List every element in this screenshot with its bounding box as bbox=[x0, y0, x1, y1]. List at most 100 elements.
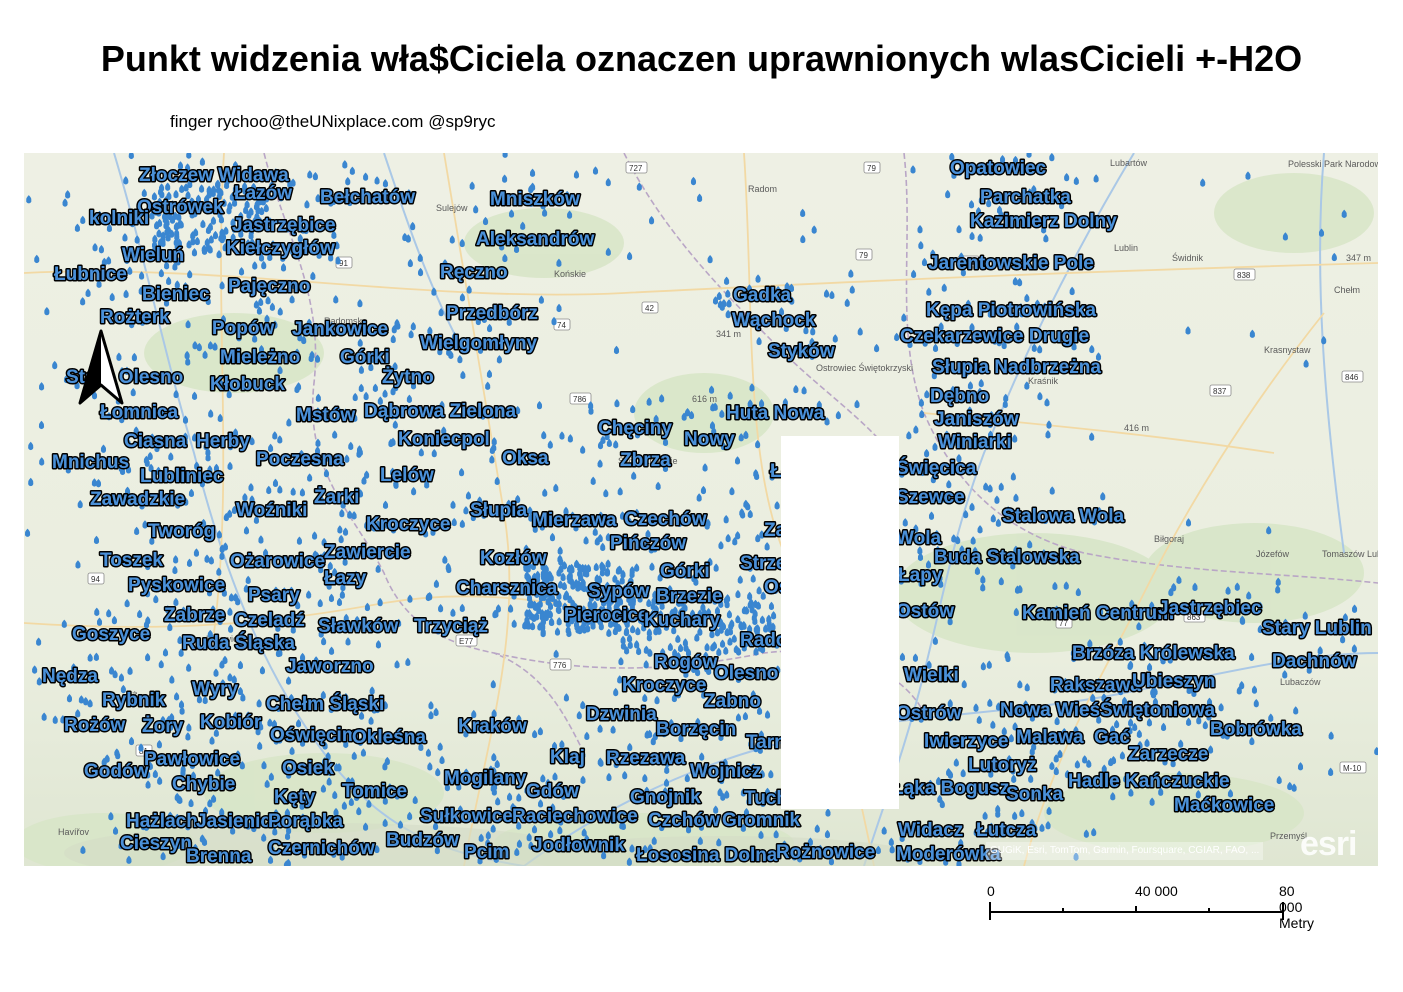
map-point[interactable] bbox=[642, 693, 648, 703]
map-point[interactable] bbox=[343, 739, 349, 748]
map-point[interactable] bbox=[447, 267, 453, 276]
map-point[interactable] bbox=[239, 761, 245, 770]
map-point[interactable] bbox=[668, 718, 674, 728]
map-point[interactable] bbox=[559, 739, 565, 749]
map-point[interactable] bbox=[369, 354, 376, 363]
map-point[interactable] bbox=[256, 699, 262, 708]
map-point[interactable] bbox=[755, 274, 761, 283]
map-point[interactable] bbox=[331, 230, 337, 239]
map-point[interactable] bbox=[280, 350, 286, 359]
map-point[interactable] bbox=[169, 675, 175, 684]
map-point[interactable] bbox=[748, 739, 754, 748]
map-point[interactable] bbox=[141, 188, 147, 198]
map-point[interactable] bbox=[706, 666, 712, 675]
map-point[interactable] bbox=[481, 314, 487, 324]
map-point[interactable] bbox=[849, 285, 855, 294]
map-point[interactable] bbox=[609, 752, 615, 761]
map-point[interactable] bbox=[485, 381, 491, 390]
map-point[interactable] bbox=[494, 476, 500, 486]
map-point[interactable] bbox=[683, 669, 689, 678]
map-point[interactable] bbox=[459, 519, 465, 528]
map-point[interactable] bbox=[231, 505, 238, 515]
map-point[interactable] bbox=[783, 323, 789, 333]
map-point[interactable] bbox=[390, 525, 397, 534]
map-point[interactable] bbox=[272, 320, 278, 329]
map-point[interactable] bbox=[249, 436, 255, 446]
map-point[interactable] bbox=[459, 603, 465, 613]
map-point[interactable] bbox=[606, 772, 612, 782]
map-point[interactable] bbox=[364, 520, 370, 530]
map-point[interactable] bbox=[382, 500, 389, 509]
map-point[interactable] bbox=[532, 729, 538, 739]
map-point[interactable] bbox=[196, 695, 203, 704]
map-point[interactable] bbox=[105, 256, 112, 265]
map-point[interactable] bbox=[743, 430, 749, 439]
map-point[interactable] bbox=[164, 493, 170, 503]
map-point[interactable] bbox=[753, 743, 759, 753]
map-point[interactable] bbox=[75, 560, 81, 569]
map-point[interactable] bbox=[165, 605, 171, 614]
map-point[interactable] bbox=[207, 341, 214, 350]
map-point[interactable] bbox=[499, 242, 505, 251]
map-point[interactable] bbox=[460, 370, 466, 380]
map-point[interactable] bbox=[314, 551, 320, 560]
map-point[interactable] bbox=[588, 401, 594, 410]
map-point[interactable] bbox=[269, 302, 276, 311]
map-point[interactable] bbox=[676, 518, 683, 528]
map-point[interactable] bbox=[547, 440, 553, 449]
map-point[interactable] bbox=[657, 573, 663, 582]
map-point[interactable] bbox=[256, 306, 263, 315]
map-point[interactable] bbox=[228, 624, 234, 633]
map-point[interactable] bbox=[277, 485, 283, 494]
map-point[interactable] bbox=[614, 398, 620, 408]
map-point[interactable] bbox=[149, 536, 155, 545]
map-point[interactable] bbox=[262, 548, 269, 557]
map-point[interactable] bbox=[122, 233, 128, 242]
map-point[interactable] bbox=[219, 551, 225, 560]
map-point[interactable] bbox=[92, 243, 98, 252]
map-point[interactable] bbox=[598, 511, 604, 520]
map-point[interactable] bbox=[423, 470, 429, 479]
map-point[interactable] bbox=[128, 736, 135, 746]
map-point[interactable] bbox=[801, 386, 807, 395]
map-point[interactable] bbox=[707, 557, 713, 566]
map-point[interactable] bbox=[460, 343, 466, 352]
map-point[interactable] bbox=[343, 613, 349, 623]
map-point[interactable] bbox=[32, 665, 38, 674]
map-point[interactable] bbox=[532, 524, 538, 533]
map-point[interactable] bbox=[232, 435, 238, 445]
map-point[interactable] bbox=[506, 317, 512, 326]
map-point[interactable] bbox=[213, 668, 219, 677]
map-point[interactable] bbox=[261, 260, 267, 270]
map-point[interactable] bbox=[277, 365, 283, 375]
map-point[interactable] bbox=[288, 693, 294, 703]
map-point[interactable] bbox=[258, 253, 265, 262]
map-point[interactable] bbox=[726, 299, 732, 308]
map-point[interactable] bbox=[597, 459, 603, 468]
map-point[interactable] bbox=[735, 713, 742, 722]
